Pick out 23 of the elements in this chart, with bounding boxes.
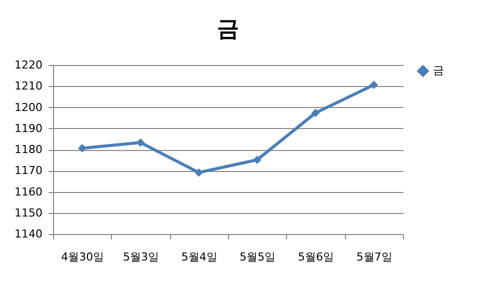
y-tick-label: 1210 <box>14 80 42 93</box>
y-tick-label: 1200 <box>14 100 42 114</box>
chart-title: 금 <box>217 17 239 42</box>
y-tick-label: 1180 <box>14 143 42 156</box>
y-tick-label: 1140 <box>14 228 42 240</box>
point <box>370 80 378 90</box>
x-tick-label: 5월7일 <box>356 250 392 264</box>
legend-label: 금 <box>433 64 444 77</box>
y-tick-label: 1190 <box>14 122 42 135</box>
point <box>136 138 145 147</box>
point <box>78 144 86 152</box>
x-tick-label: 5월5일 <box>240 250 276 264</box>
point <box>194 168 204 177</box>
x-tick-label: 5월4일 <box>181 250 218 264</box>
y-tick-label: 1160 <box>14 185 42 198</box>
x-tick-label: 5월3일 <box>123 250 159 264</box>
y-tick-label: 1150 <box>14 206 42 220</box>
y-tick-label: 1220 <box>14 58 42 72</box>
x-tick-label: 4월30일 <box>61 250 104 264</box>
point <box>311 108 320 118</box>
x-tick-label: 5월6일 <box>298 250 334 264</box>
point <box>252 156 262 164</box>
y-tick-label: 1170 <box>14 164 42 178</box>
